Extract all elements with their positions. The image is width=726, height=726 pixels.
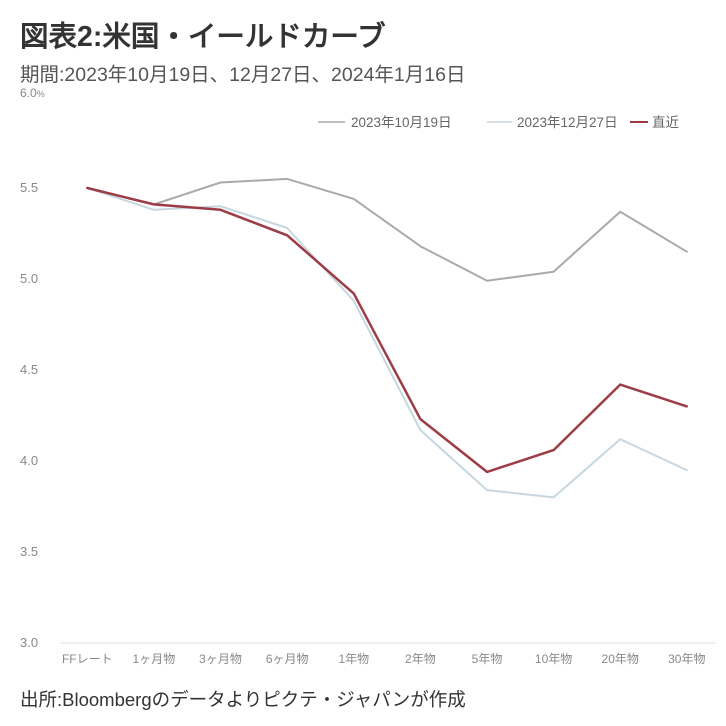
svg-text:2023年12月27日: 2023年12月27日 xyxy=(517,115,618,130)
svg-text:FFレート: FFレート xyxy=(62,652,113,666)
svg-text:3.5: 3.5 xyxy=(20,544,38,559)
svg-text:10年物: 10年物 xyxy=(535,652,572,666)
svg-text:5.0: 5.0 xyxy=(20,271,38,286)
svg-text:4.5: 4.5 xyxy=(20,362,38,377)
svg-text:3.0: 3.0 xyxy=(20,635,38,650)
svg-text:1年物: 1年物 xyxy=(338,652,369,666)
svg-text:4.0: 4.0 xyxy=(20,453,38,468)
svg-text:3ヶ月物: 3ヶ月物 xyxy=(199,652,242,666)
svg-text:6ヶ月物: 6ヶ月物 xyxy=(266,652,309,666)
svg-text:20年物: 20年物 xyxy=(602,652,639,666)
svg-text:直近: 直近 xyxy=(652,115,680,130)
svg-text:30年物: 30年物 xyxy=(668,652,705,666)
svg-text:5.5: 5.5 xyxy=(20,180,38,195)
svg-text:5年物: 5年物 xyxy=(472,652,503,666)
svg-text:2023年10月19日: 2023年10月19日 xyxy=(351,115,452,130)
svg-text:1ヶ月物: 1ヶ月物 xyxy=(133,652,176,666)
svg-text:2年物: 2年物 xyxy=(405,652,436,666)
